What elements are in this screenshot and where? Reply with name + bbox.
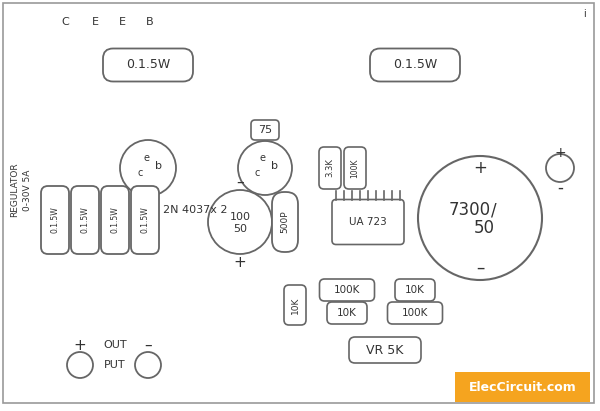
Circle shape [546, 154, 574, 182]
Text: OUT: OUT [103, 340, 127, 350]
FancyBboxPatch shape [395, 279, 435, 301]
Text: 75: 75 [258, 125, 272, 135]
FancyBboxPatch shape [332, 199, 404, 245]
FancyBboxPatch shape [101, 186, 129, 254]
FancyBboxPatch shape [319, 147, 341, 189]
Text: +: + [473, 159, 487, 177]
FancyBboxPatch shape [3, 3, 594, 403]
Text: b: b [271, 161, 278, 171]
Text: 0.1.5W: 0.1.5W [80, 207, 89, 233]
Text: ElecCircuit.com: ElecCircuit.com [469, 381, 577, 393]
Text: 10K: 10K [290, 296, 299, 314]
Text: 7300: 7300 [449, 201, 491, 219]
Text: e: e [143, 153, 149, 163]
Text: E: E [91, 17, 98, 27]
Text: -: - [557, 179, 563, 197]
FancyBboxPatch shape [284, 285, 306, 325]
Circle shape [208, 190, 272, 254]
Text: –: – [144, 337, 152, 353]
Text: 10K: 10K [337, 308, 357, 318]
Text: C: C [61, 17, 69, 27]
FancyBboxPatch shape [131, 186, 159, 254]
Text: 2N 4037x 2: 2N 4037x 2 [163, 205, 227, 215]
Text: 50: 50 [473, 219, 494, 237]
FancyBboxPatch shape [103, 48, 193, 81]
Text: VR 5K: VR 5K [367, 344, 404, 356]
Text: 0-30V 5A: 0-30V 5A [23, 169, 32, 211]
Text: +: + [554, 146, 566, 160]
Text: B: B [146, 17, 154, 27]
FancyBboxPatch shape [71, 186, 99, 254]
Text: +: + [233, 254, 247, 270]
FancyBboxPatch shape [349, 337, 421, 363]
Text: 0.1.5W: 0.1.5W [140, 207, 149, 233]
Text: 100: 100 [229, 212, 251, 222]
FancyBboxPatch shape [455, 372, 590, 402]
Text: 500P: 500P [281, 211, 290, 233]
Text: c: c [254, 168, 260, 178]
FancyBboxPatch shape [272, 192, 298, 252]
Text: i: i [584, 9, 586, 19]
Text: 100K: 100K [350, 158, 359, 178]
Text: +: + [74, 337, 86, 353]
Circle shape [135, 352, 161, 378]
FancyBboxPatch shape [388, 302, 443, 324]
Text: 0.1.5W: 0.1.5W [50, 207, 59, 233]
FancyBboxPatch shape [41, 186, 69, 254]
FancyBboxPatch shape [370, 48, 460, 81]
Circle shape [67, 352, 93, 378]
Text: –: – [236, 175, 244, 189]
FancyBboxPatch shape [327, 302, 367, 324]
Circle shape [238, 141, 292, 195]
FancyBboxPatch shape [251, 120, 279, 140]
Text: PUT: PUT [104, 360, 126, 370]
Text: 10K: 10K [405, 285, 425, 295]
Text: –: – [476, 259, 484, 277]
Circle shape [120, 140, 176, 196]
Text: 100K: 100K [334, 285, 360, 295]
Text: b: b [155, 161, 161, 171]
Text: 100K: 100K [402, 308, 428, 318]
Text: 0.1.5W: 0.1.5W [393, 58, 437, 72]
Text: E: E [119, 17, 125, 27]
Circle shape [418, 156, 542, 280]
Text: 50: 50 [233, 224, 247, 234]
Text: c: c [137, 168, 143, 178]
Text: e: e [260, 153, 266, 163]
Text: /: / [491, 201, 497, 219]
FancyBboxPatch shape [320, 279, 374, 301]
Text: 0.1.5W: 0.1.5W [126, 58, 170, 72]
Text: 0.1.5W: 0.1.5W [110, 207, 119, 233]
Text: UA 723: UA 723 [349, 217, 387, 227]
FancyBboxPatch shape [344, 147, 366, 189]
Text: 3.3K: 3.3K [325, 159, 335, 178]
Text: REGULATOR: REGULATOR [10, 163, 19, 217]
